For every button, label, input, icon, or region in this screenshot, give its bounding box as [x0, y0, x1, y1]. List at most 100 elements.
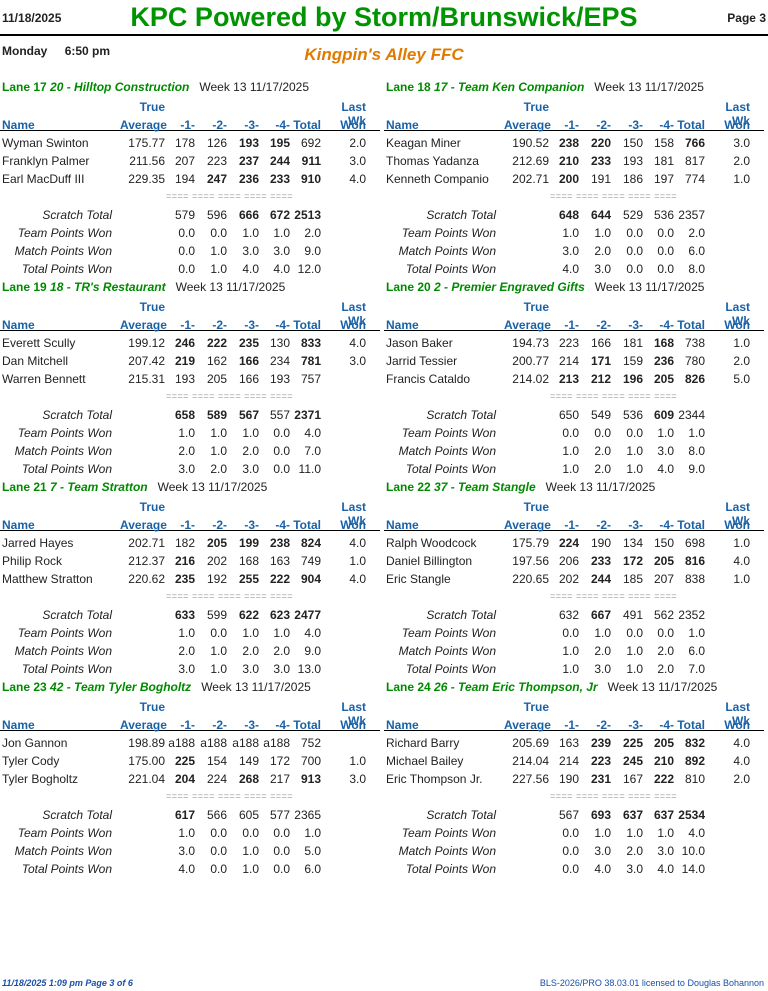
total-column-header: Total — [293, 118, 321, 132]
row-label: Match Points Won — [398, 444, 496, 458]
player-row: Thomas Yadanza 212.69 210 233 193 181 817 2.0 — [384, 152, 768, 170]
game-score: 182 — [174, 536, 195, 550]
game-score: 194 — [174, 172, 195, 186]
game-score: 181 — [653, 154, 674, 168]
total-points-row: Total Points Won 4.0 0.0 1.0 0.0 6.0 — [0, 860, 384, 878]
player-row: Matthew Stratton 220.62 235 192 255 222 904 4.0 — [0, 570, 384, 588]
summary-value: 633 — [174, 608, 195, 622]
true-average-label: True — [523, 500, 549, 514]
summary-value: 0.0 — [178, 262, 195, 276]
player-name: Tyler Cody — [2, 754, 60, 768]
team-points-row: Team Points Won 0.0 1.0 1.0 1.0 4.0 — [384, 824, 768, 842]
summary-value: 0.0 — [594, 426, 611, 440]
week-date: Week 13 11/17/2025 — [199, 80, 310, 94]
player-row: Philip Rock 212.37 216 202 168 163 749 1.0 — [0, 552, 384, 570]
name-column-header: Name — [2, 718, 35, 732]
summary-value: 9.0 — [304, 644, 321, 658]
match-points-row: Match Points Won 3.0 0.0 1.0 0.0 5.0 — [0, 842, 384, 860]
player-average: 214.02 — [512, 372, 549, 386]
series-total: 738 — [684, 336, 705, 350]
game-score: 195 — [269, 136, 290, 150]
game-score: 150 — [653, 536, 674, 550]
summary-value: 3.0 — [562, 244, 579, 258]
summary-value: 1.0 — [626, 662, 643, 676]
summary-value: 1.0 — [210, 644, 227, 658]
column-header: True Last Wk Name Average -1- -2- -3- -4- Total W… — [384, 298, 764, 332]
summary-value: 3.0 — [242, 662, 259, 676]
game4-column-header: -4- — [659, 518, 674, 532]
summary-value: 3.0 — [594, 844, 611, 858]
game1-column-header: -1- — [564, 118, 579, 132]
game3-column-header: -3- — [244, 718, 259, 732]
game-score: 219 — [174, 354, 195, 368]
lane-number: Lane 21 — [2, 480, 47, 494]
total-column-header: Total — [677, 118, 705, 132]
player-average: 221.04 — [128, 772, 165, 786]
summary-value: 5.0 — [304, 844, 321, 858]
summary-value: 10.0 — [681, 844, 705, 858]
player-row: Dan Mitchell 207.42 219 162 166 234 781 3.0 — [0, 352, 384, 370]
summary-value: 3.0 — [594, 662, 611, 676]
summary-value: 637 — [653, 808, 674, 822]
player-row: Daniel Billington 197.56 206 233 172 205 816 4.… — [384, 552, 768, 570]
summary-value: 549 — [590, 408, 611, 422]
summary-value: 0.0 — [562, 426, 579, 440]
summary-value: 579 — [174, 208, 195, 222]
last-week-won: 2.0 — [349, 136, 366, 150]
summary-value: 2.0 — [242, 644, 259, 658]
total-column-header: Total — [677, 318, 705, 332]
summary-value: 1.0 — [626, 644, 643, 658]
scratch-total-row: Scratch Total 658 589 567 557 2371 — [0, 406, 384, 424]
player-row: Keagan Miner 190.52 238 220 150 158 766 3.0 — [384, 134, 768, 152]
row-label: Scratch Total — [42, 808, 112, 822]
summary-value: 9.0 — [688, 462, 705, 476]
player-name: Francis Cataldo — [386, 372, 471, 386]
row-label: Total Points Won — [21, 262, 112, 276]
summary-value: 2.0 — [657, 662, 674, 676]
game-score: 210 — [558, 154, 579, 168]
summary-value: 562 — [653, 608, 674, 622]
summary-value: 0.0 — [657, 262, 674, 276]
series-total: 749 — [300, 554, 321, 568]
player-average: 202.71 — [128, 536, 165, 550]
series-total: 752 — [300, 736, 321, 750]
row-label: Match Points Won — [14, 244, 112, 258]
summary-value: 577 — [269, 808, 290, 822]
team-points-row: Team Points Won 1.0 1.0 0.0 0.0 2.0 — [384, 224, 768, 242]
game4-column-header: -4- — [275, 118, 290, 132]
summary-value: 0.0 — [562, 862, 579, 876]
game3-column-header: -3- — [244, 518, 259, 532]
game3-column-header: -3- — [244, 318, 259, 332]
summary-value: 0.0 — [242, 826, 259, 840]
series-total: 774 — [684, 172, 705, 186]
summary-value: 2.0 — [626, 844, 643, 858]
game-score: 158 — [653, 136, 674, 150]
game-score: 202 — [558, 572, 579, 586]
summary-value: 2.0 — [178, 444, 195, 458]
summary-value: 667 — [590, 608, 611, 622]
week-date: Week 13 11/17/2025 — [594, 80, 704, 94]
summary-value: 2371 — [294, 408, 321, 422]
game-score: 178 — [174, 136, 195, 150]
game-score: 193 — [622, 154, 643, 168]
summary-value: 14.0 — [681, 862, 705, 876]
player-row: Wyman Swinton 175.77 178 126 193 195 692 2.0 — [0, 134, 384, 152]
summary-value: 3.0 — [626, 862, 643, 876]
summary-value: 644 — [590, 208, 611, 222]
game-score: 154 — [206, 754, 227, 768]
series-total: 692 — [300, 136, 321, 150]
summary-value: 7.0 — [688, 662, 705, 676]
game-score: 212 — [590, 372, 611, 386]
player-row: Eric Stangle 220.65 202 244 185 207 838 1.0 — [384, 570, 768, 588]
week-date: Week 13 11/17/2025 — [607, 680, 718, 694]
game2-column-header: -2- — [596, 118, 611, 132]
summary-value: 2.0 — [210, 462, 227, 476]
summary-value: 0.0 — [562, 626, 579, 640]
summary-value: 12.0 — [297, 262, 321, 276]
game-score: 205 — [653, 554, 674, 568]
summary-value: 0.0 — [626, 226, 643, 240]
summary-value: 1.0 — [626, 462, 643, 476]
won-column-header: Won — [340, 718, 366, 732]
last-week-won: 1.0 — [733, 172, 750, 186]
summary-value: 648 — [558, 208, 579, 222]
